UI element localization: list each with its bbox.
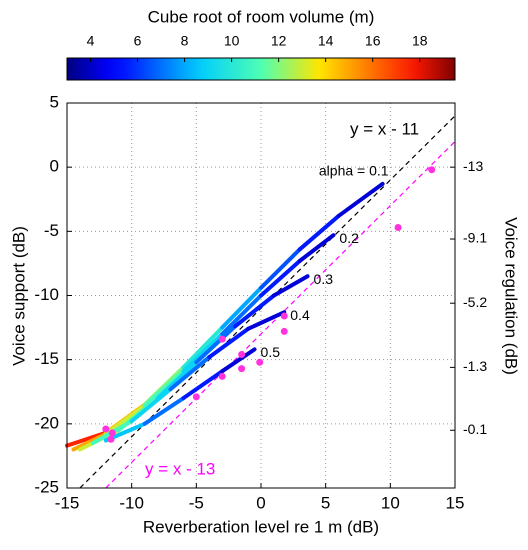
curve-segment [129, 387, 173, 424]
curve-label: 0.3 [314, 271, 334, 287]
y2-tick-label: -9.1 [463, 230, 487, 246]
x-tick-label: 5 [321, 493, 330, 512]
colorbar-tick-label: 4 [87, 33, 95, 49]
x-tick-label: 15 [446, 493, 465, 512]
reference-label: y = x - 13 [145, 459, 215, 478]
data-point [108, 429, 116, 437]
x-tick-label: 10 [381, 493, 400, 512]
y-tick-label: -15 [34, 349, 59, 368]
curve-segment [181, 369, 225, 401]
curve-segment [246, 310, 287, 331]
curve-label: alpha = 0.1 [319, 163, 389, 179]
data-point [280, 327, 288, 335]
curve-label: 0.4 [290, 307, 310, 323]
curve-segment [220, 293, 263, 336]
data-point [394, 223, 402, 231]
data-point [280, 312, 288, 320]
x-tick-label: 0 [256, 493, 265, 512]
y-tick-label: 0 [50, 157, 59, 176]
data-point [238, 365, 246, 373]
y-tick-label: -10 [34, 285, 59, 304]
plot-frame [66, 102, 456, 489]
colorbar-tick-label: 16 [365, 33, 381, 49]
colorbar-tick-label: 18 [412, 33, 428, 49]
curve-segment [259, 247, 302, 290]
data-point [107, 435, 115, 443]
y-tick-label: 5 [50, 92, 59, 111]
x-tick-label: -10 [119, 493, 144, 512]
curve-segment [207, 326, 251, 360]
curve-segment [65, 430, 108, 448]
curve-segment [297, 233, 336, 263]
curve-segment [233, 293, 276, 329]
x-tick-label: -15 [55, 493, 80, 512]
colorbar-tick-label: 10 [224, 33, 240, 49]
curve-segment [220, 347, 257, 374]
colorbar-tick-label: 12 [271, 33, 287, 49]
x-tick-label: -5 [189, 493, 204, 512]
y2-tick-label: -0.1 [463, 421, 487, 437]
colorbar-tick-label: 8 [181, 33, 189, 49]
y-tick-label: -25 [34, 477, 59, 496]
y-tick-label: -5 [44, 221, 59, 240]
reference-label: y = x - 11 [350, 119, 419, 138]
data-point [192, 393, 200, 401]
data-point [218, 335, 226, 343]
colorbar-tick-label: 14 [318, 33, 334, 49]
curve-segment [336, 181, 385, 218]
curve-segment [220, 285, 263, 330]
data-point [428, 166, 436, 174]
curve-segment [181, 332, 225, 374]
y-tick-label: -20 [34, 413, 59, 432]
colorbar-tick-label: 6 [134, 33, 142, 49]
data-point [102, 425, 110, 433]
data-point [238, 351, 246, 359]
curve-segment [181, 325, 225, 370]
curve-label: 0.2 [339, 230, 359, 246]
y2-tick-label: -5.2 [463, 294, 487, 310]
y-axis-label: Voice support (dB) [9, 226, 28, 366]
curve-label: 0.5 [261, 344, 281, 360]
curve-segment [259, 258, 302, 298]
y2-tick-label: -13 [463, 158, 483, 174]
y2-axis-label: Voice regulation (dB) [502, 217, 521, 375]
colorbar-label: Cube root of room volume (m) [148, 7, 375, 26]
curve-segment [142, 396, 186, 426]
curve-segment [271, 274, 310, 298]
curve-segment [194, 324, 238, 365]
curve-segment [142, 369, 186, 408]
data-point [218, 372, 226, 380]
y2-tick-label: -1.3 [463, 358, 487, 374]
data-point [256, 358, 264, 366]
x-axis-label: Reverberation level re 1 m (dB) [143, 517, 379, 536]
colorbar [66, 57, 456, 81]
curve-segment [168, 355, 212, 392]
curve-segment [297, 213, 341, 252]
